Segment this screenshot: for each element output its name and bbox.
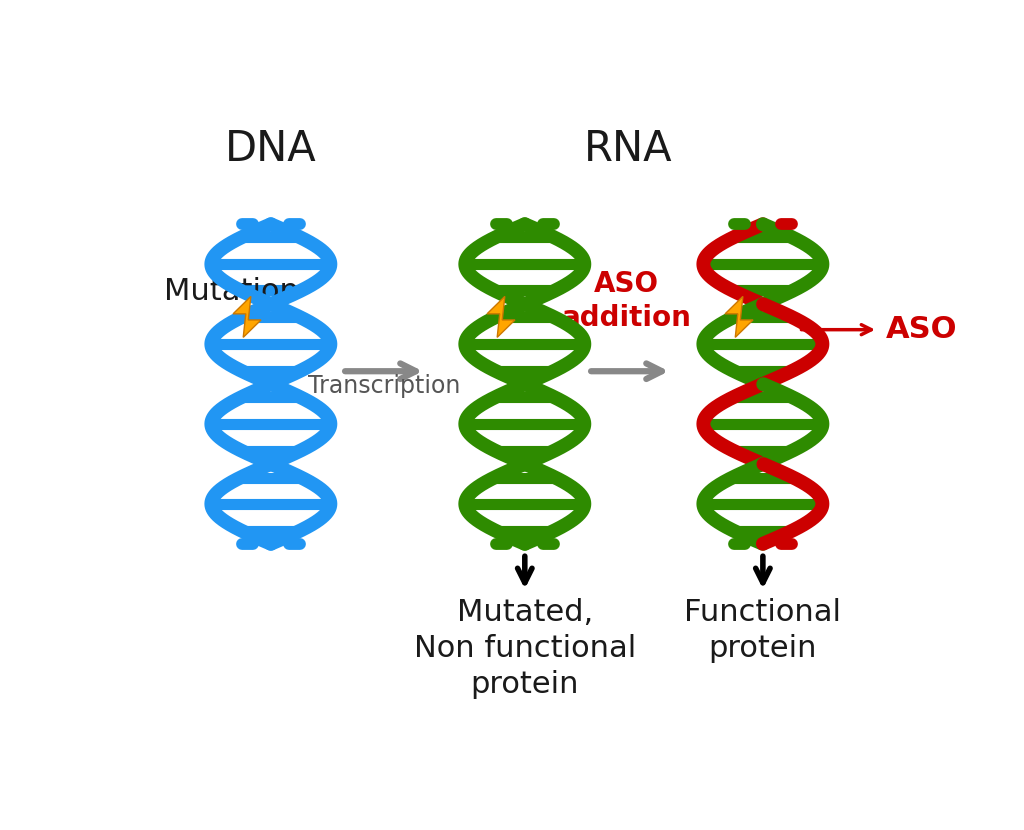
Text: ASO
addition: ASO addition [561,271,691,332]
Polygon shape [487,296,515,337]
Text: ASO: ASO [886,315,957,344]
Text: DNA: DNA [225,128,316,170]
Text: Transcription: Transcription [308,374,461,398]
Text: Mutation: Mutation [164,277,299,305]
Polygon shape [233,296,261,337]
Polygon shape [725,296,753,337]
Text: Functional
protein: Functional protein [684,598,842,663]
Text: RNA: RNA [584,128,673,170]
Text: Mutated,
Non functional
protein: Mutated, Non functional protein [414,598,636,699]
